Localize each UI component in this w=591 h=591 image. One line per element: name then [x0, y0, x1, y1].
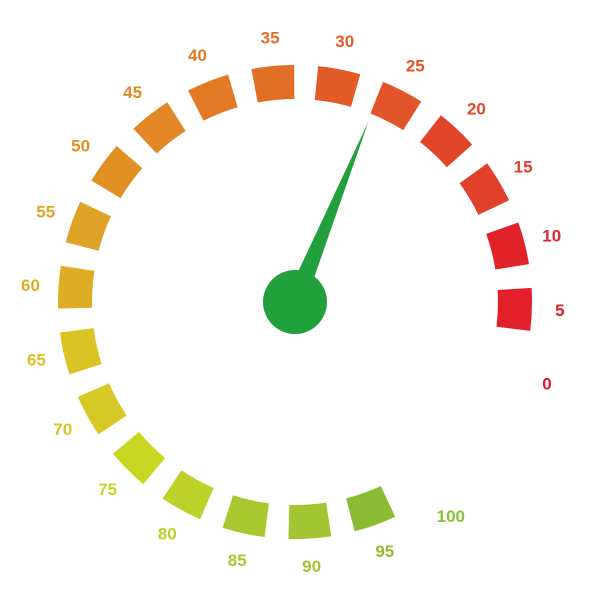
- gauge-tick-label-45: 45: [123, 83, 142, 102]
- gauge-tick-labels: 0 5 10 15 20 25 30 35 40 45 50 55 60 65 70 75 80 85 90 95 10…: [21, 29, 565, 576]
- gauge-segment-15: [459, 163, 510, 215]
- gauge-tick-label-60: 60: [21, 276, 40, 295]
- gauge-segment-60: [58, 265, 95, 309]
- gauge-tick-label-55: 55: [36, 203, 55, 222]
- gauge-segment-40: [188, 74, 238, 121]
- gauge-segment-80: [162, 470, 214, 520]
- gauge-tick-label-15: 15: [514, 158, 533, 177]
- gauge-segment-75: [112, 431, 166, 485]
- gauge-tick-label-85: 85: [228, 551, 247, 570]
- gauge-segment-55: [65, 201, 111, 251]
- gauge-needle-hub: [263, 270, 327, 334]
- gauge-segment-30: [314, 66, 361, 107]
- gauge-segment-5: [496, 287, 533, 331]
- gauge-segment-45: [133, 102, 186, 154]
- gauge-segment-95: [346, 486, 396, 532]
- gauge-segment-10: [486, 222, 529, 270]
- gauge-tick-label-75: 75: [98, 480, 117, 499]
- gauge-segment-25: [370, 81, 422, 131]
- gauge-tick-label-5: 5: [555, 301, 564, 320]
- gauge-tick-label-95: 95: [375, 542, 394, 561]
- gauge-tick-label-50: 50: [71, 137, 90, 156]
- gauge-segment-70: [77, 383, 127, 435]
- gauge-tick-label-80: 80: [158, 525, 177, 544]
- gauge-segments: [58, 65, 533, 539]
- gauge-tick-label-40: 40: [188, 46, 207, 65]
- gauge-segment-65: [60, 328, 102, 375]
- gauge-tick-label-70: 70: [53, 420, 72, 439]
- gauge-tick-label-0: 0: [542, 374, 551, 393]
- gauge-segment-50: [91, 145, 143, 199]
- gauge-segment-20: [420, 115, 473, 168]
- gauge-tick-label-65: 65: [27, 350, 46, 369]
- gauge-segment-35: [251, 65, 295, 103]
- gauge-tick-label-100: 100: [437, 507, 465, 526]
- gauge-segment-85: [222, 495, 269, 537]
- gauge-tick-label-10: 10: [542, 227, 561, 246]
- gauge-segment-90: [288, 502, 332, 539]
- gauge-tick-label-30: 30: [335, 32, 354, 51]
- gauge-tick-label-90: 90: [302, 557, 321, 576]
- gauge-needle: [285, 121, 369, 306]
- gauge-tick-label-20: 20: [467, 99, 486, 118]
- gauge-tick-label-35: 35: [261, 29, 280, 48]
- gauge-tick-label-25: 25: [406, 56, 425, 75]
